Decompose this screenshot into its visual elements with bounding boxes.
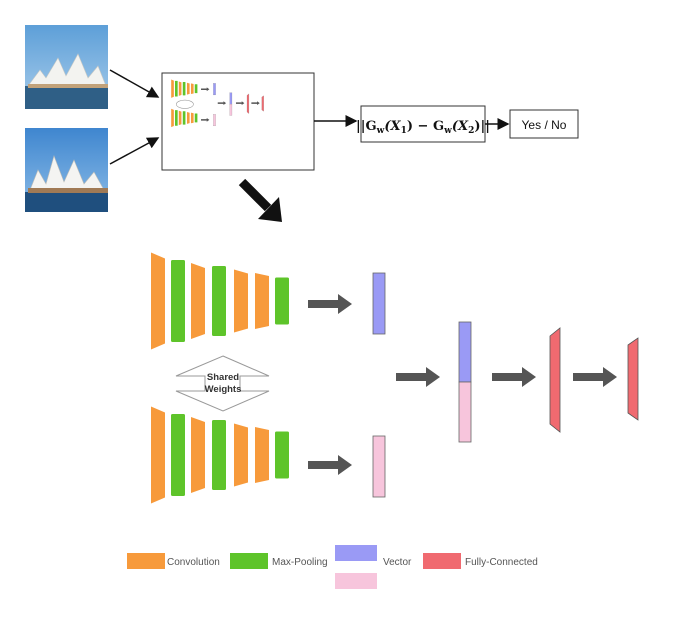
top-branch-arrow [201, 87, 210, 92]
formula-x1: (X [384, 119, 401, 134]
legend-swatch-fully-connected [423, 553, 461, 569]
top-branch-max-pooling-layer-4 [182, 82, 186, 96]
bottom-branch-max-pooling-layer-2 [171, 414, 185, 496]
legend-label-vector: Vector [383, 557, 412, 568]
formula-g1: G [365, 119, 376, 134]
formula-x2: (X [452, 119, 469, 134]
bottom-branch-convolution-layer-1 [151, 406, 165, 504]
bottom-branch-convolution-layer-6 [190, 112, 194, 124]
concat-vector-lower [229, 104, 233, 116]
shared-weights-arrow: Shared Weights [175, 355, 270, 412]
legend-swatch-vector-b [335, 573, 377, 589]
distance-box [360, 105, 486, 143]
output-label: Yes / No [522, 118, 567, 132]
bottom-branch-max-pooling-layer-4 [182, 111, 186, 125]
photo2-arrow [109, 137, 160, 165]
fc-arrow-2 [251, 101, 260, 106]
formula-x1-sub: 1 [401, 126, 407, 136]
bottom-branch-convolution-layer-6 [255, 427, 269, 483]
legend: Convolution Max-Pooling Vector Fully-Con… [127, 545, 538, 589]
bottom-branch-convolution-layer-5 [186, 111, 190, 124]
bottom-branch-convolution-layer-3 [191, 417, 205, 493]
top-branch-convolution-layer-6 [255, 273, 269, 329]
fully-connected-layer-2 [261, 95, 264, 112]
concat-arrow [396, 367, 440, 387]
top-branch-convolution-layer-3 [178, 81, 182, 96]
bottom-branch-max-pooling-layer-4 [212, 420, 226, 490]
distance-formula: ||Gw(X1) − Gw(X2)|| [356, 119, 490, 136]
fully-connected-layer-2 [627, 337, 639, 421]
top-branch-convolution-layer-1 [151, 252, 165, 350]
thumbnail-shared-weights [176, 99, 194, 109]
bottom-feature-vector [213, 114, 216, 127]
top-feature-vector [213, 83, 216, 96]
formula-bar-left: || [356, 119, 365, 134]
formula-w1: w [376, 126, 385, 136]
bottom-feature-vector [372, 435, 386, 498]
top-branch-convolution-layer-5 [234, 269, 248, 333]
top-feature-vector [372, 272, 386, 335]
bottom-branch-arrow [201, 117, 210, 122]
top-branch-max-pooling-layer-2 [171, 260, 185, 342]
concat-arrow [217, 101, 227, 106]
top-branch-max-pooling-layer-2 [174, 80, 178, 97]
zoom-arrow [238, 178, 282, 222]
bottom-branch-convolution-layer-5 [234, 423, 248, 487]
top-branch-max-pooling-layer-4 [212, 266, 226, 336]
concat-vector-upper [229, 92, 233, 105]
opera-house-photo-1 [25, 25, 108, 109]
legend-label-convolution: Convolution [167, 557, 220, 568]
fully-connected-layer-1 [549, 327, 561, 433]
legend-label-max-pooling: Max-Pooling [272, 557, 328, 568]
photo1-arrow [109, 69, 160, 98]
formula-g2: G [433, 119, 444, 134]
legend-swatch-convolution [127, 553, 165, 569]
top-branch-convolution-layer-3 [191, 263, 205, 339]
formula-bar-right: || [481, 119, 490, 134]
fc-arrow-1 [492, 367, 536, 387]
top-branch-convolution-layer-5 [186, 82, 190, 95]
output-box [509, 109, 579, 139]
fully-connected-layer-1 [246, 93, 249, 114]
bottom-branch-max-pooling-layer-7 [275, 431, 289, 479]
fc-arrow-2 [573, 367, 617, 387]
fc-arrow-1 [235, 101, 245, 106]
shared-weights-line1: Shared [207, 372, 239, 383]
formula-x1-close: ) [407, 119, 413, 134]
formula-x2-sub: 2 [468, 126, 474, 136]
top-branch-convolution-layer-6 [190, 83, 194, 95]
bottom-branch-max-pooling-layer-2 [174, 110, 178, 126]
legend-label-fully-connected: Fully-Connected [465, 557, 538, 568]
bottom-branch-convolution-layer-1 [171, 108, 174, 128]
formula-minus: − [413, 119, 433, 134]
top-branch-arrow [308, 294, 352, 314]
bottom-branch-max-pooling-layer-7 [194, 113, 198, 123]
legend-swatch-max-pooling [230, 553, 268, 569]
opera-house-photo-2 [25, 128, 108, 212]
formula-w2: w [443, 126, 452, 136]
bottom-branch-convolution-layer-3 [178, 110, 182, 126]
concat-vector-upper [458, 321, 472, 383]
formula-x2-close: ) [474, 119, 480, 134]
top-branch-convolution-layer-1 [171, 79, 174, 98]
network-detail [151, 252, 639, 504]
top-branch-max-pooling-layer-7 [275, 277, 289, 325]
top-branch-max-pooling-layer-7 [194, 84, 198, 94]
shared-weights-line2: Weights [205, 384, 242, 395]
bottom-branch-arrow [308, 455, 352, 475]
network-thumbnail [171, 79, 264, 128]
concat-vector-lower [458, 381, 472, 443]
legend-swatch-vector-a [335, 545, 377, 561]
